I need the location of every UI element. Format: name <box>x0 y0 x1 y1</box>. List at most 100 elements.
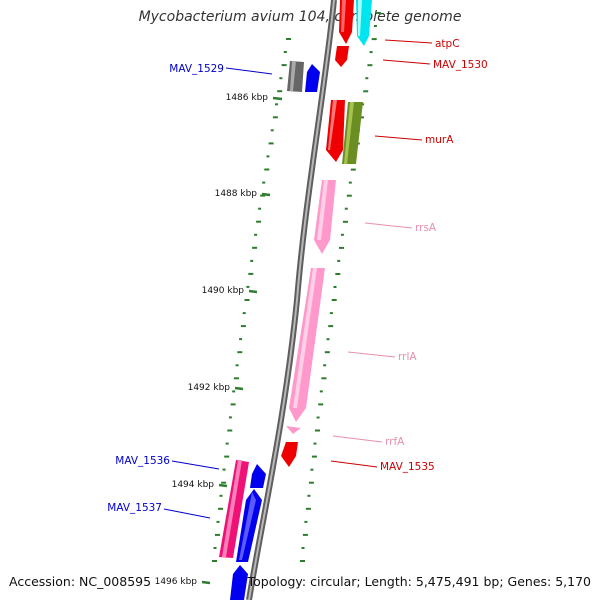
label-mav-1529[interactable]: MAV_1529 <box>169 63 224 75</box>
ruler-dot <box>237 351 243 354</box>
reverse-strand-features <box>219 61 320 600</box>
ruler-dot <box>376 12 381 14</box>
ruler-dot <box>310 468 314 471</box>
ruler-dot <box>227 429 233 432</box>
label-rrfa[interactable]: rrfA <box>385 436 405 448</box>
ruler-dot <box>350 168 356 171</box>
ruler-dot <box>266 155 270 158</box>
ruler-dot <box>365 77 369 80</box>
ruler-dot <box>230 403 236 406</box>
ruler-dot <box>367 64 373 67</box>
ruler-dot <box>286 38 291 40</box>
label-atpc[interactable]: atpC <box>435 38 460 50</box>
label-mav-1535[interactable]: MAV_1535 <box>380 461 435 473</box>
ruler-dot <box>321 377 327 380</box>
ruler-dot <box>216 520 220 523</box>
gene-atpc[interactable] <box>335 0 354 67</box>
scale-labels: 1486 kbp 1488 kbp 1490 kbp 1492 kbp 1494… <box>155 93 269 587</box>
gene-mura[interactable] <box>326 100 345 162</box>
gene-magenta[interactable] <box>219 460 249 558</box>
label-rrla[interactable]: rrlA <box>398 351 417 363</box>
ruler-dot <box>281 64 287 67</box>
ruler-dot <box>250 259 254 262</box>
ruler-dot <box>335 273 341 275</box>
ruler-dot <box>262 181 266 184</box>
ruler-dot <box>308 481 314 484</box>
ruler-dot <box>331 299 337 301</box>
ruler-dot <box>337 259 341 262</box>
gene-mav-1537[interactable] <box>236 489 262 562</box>
ruler-dot <box>225 442 229 445</box>
ruler-dot <box>222 468 226 471</box>
ruler-dot <box>326 338 330 341</box>
ruler-dot <box>359 116 364 119</box>
ruler-dot <box>242 312 246 315</box>
gene-bottom-blue[interactable] <box>230 565 248 600</box>
gene-mav-1529[interactable] <box>305 64 320 92</box>
feature-labels: atpC MAV_1530 MAV_1529 murA rrsA rrlA rr… <box>107 38 487 514</box>
rrna-rrla[interactable] <box>289 268 325 422</box>
ruler-dot <box>270 129 274 132</box>
ruler-dot <box>239 338 243 341</box>
scale-label-1490: 1490 kbp <box>202 286 245 296</box>
gene-mav-1536[interactable] <box>250 464 266 488</box>
gene-olive[interactable] <box>342 102 363 164</box>
ruler-dot <box>235 364 239 367</box>
ruler-dot <box>315 429 320 432</box>
ruler-dot <box>316 416 320 419</box>
ruler-dot <box>279 77 283 80</box>
ruler-dot <box>256 220 262 223</box>
ruler-dot <box>363 90 369 93</box>
ruler-dot <box>318 403 324 406</box>
ruler-dot <box>212 560 217 562</box>
ruler-dot <box>240 325 246 328</box>
gene-mav-1530[interactable] <box>356 0 372 46</box>
label-mura[interactable]: murA <box>425 134 454 146</box>
ruler-dot <box>224 455 230 458</box>
ruler-dot <box>305 507 311 510</box>
rrna-rrsa[interactable] <box>314 180 336 254</box>
ruler-dot <box>340 233 344 236</box>
ruler-dot <box>272 116 278 119</box>
ruler-dot <box>344 207 348 210</box>
ruler-dot <box>221 481 227 484</box>
label-rrsa[interactable]: rrsA <box>415 222 437 234</box>
ruler-dot <box>264 168 270 171</box>
ruler-dot <box>339 246 344 249</box>
scale-label-1486: 1486 kbp <box>226 93 269 103</box>
gene-mav-1535[interactable] <box>281 442 298 467</box>
ruler-dot <box>302 533 308 536</box>
ruler-dot <box>248 272 254 275</box>
label-leaders <box>163 39 433 519</box>
ruler-dot <box>307 494 311 497</box>
ruler-dot <box>304 520 308 523</box>
ruler-dot <box>373 25 377 27</box>
rrna-rrfa[interactable] <box>286 426 301 434</box>
ruler-dot <box>232 390 236 393</box>
ruler-dot <box>219 494 223 497</box>
label-mav-1530[interactable]: MAV_1530 <box>433 59 488 71</box>
ruler-dot <box>333 286 337 288</box>
ruler-dot <box>260 194 266 197</box>
forward-strand-features <box>281 0 372 467</box>
ruler-dot <box>319 390 323 393</box>
ruler-dot <box>254 233 258 236</box>
ruler-dot <box>258 207 262 210</box>
gene-gray[interactable] <box>287 61 304 92</box>
label-mav-1536[interactable]: MAV_1536 <box>115 455 170 467</box>
label-mav-1537[interactable]: MAV_1537 <box>107 502 162 514</box>
ruler-dot <box>346 194 352 197</box>
ruler-dot <box>218 507 223 510</box>
scale-label-1488: 1488 kbp <box>215 189 258 199</box>
ruler-dot <box>328 325 334 328</box>
ruler-dot <box>348 181 352 184</box>
topology-text: Topology: circular; Length: 5,475,491 bp… <box>247 574 591 589</box>
accession-text: Accession: NC_008595 <box>9 574 152 589</box>
ruler-dot <box>213 547 217 549</box>
ruler-dot <box>233 377 239 380</box>
inner-ruler-dots <box>212 38 291 562</box>
ruler-dot <box>283 51 287 53</box>
ruler-dot <box>228 416 232 419</box>
ruler-dot <box>275 103 278 106</box>
